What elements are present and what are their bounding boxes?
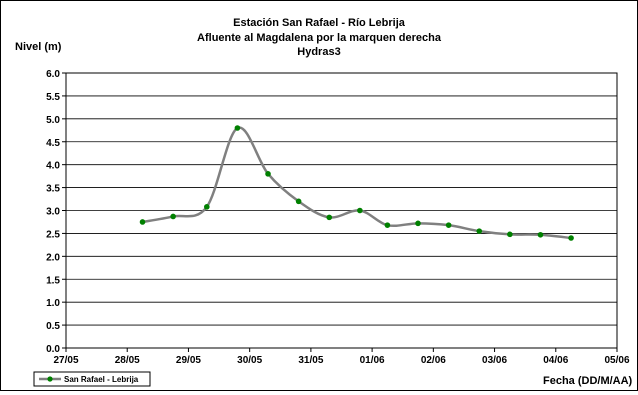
data-point	[537, 231, 544, 238]
x-axis-label: Fecha (DD/M/AA)	[543, 375, 633, 387]
data-point	[139, 219, 146, 225]
data-point	[415, 220, 421, 227]
data-points	[139, 125, 574, 241]
x-tick-label: 05/06	[604, 355, 629, 366]
y-tick-label: 0.5	[46, 321, 60, 332]
data-point	[507, 231, 513, 238]
x-axis-ticks: 27/05 28/05 29/05 30/05 31/05 01/06 02/06 03/06…	[53, 348, 630, 366]
chart-subtitle-line-2: Hydras3	[297, 46, 340, 58]
chart-title: Estación San Rafael - Río Lebrija	[233, 17, 406, 29]
x-tick-label: 30/05	[237, 355, 262, 366]
data-point	[357, 207, 363, 214]
x-tick-label: 02/06	[421, 355, 446, 366]
x-tick-label: 28/05	[115, 355, 140, 366]
data-point	[568, 235, 574, 241]
x-tick-label: 03/06	[482, 355, 507, 366]
data-point	[295, 198, 302, 205]
legend-box	[33, 371, 151, 387]
x-tick-label: 27/05	[53, 355, 78, 366]
y-axis-ticks: 0.0 0.5 1.0 1.5 2.0 2.5 3.0 3.5 4.0 4.5 5.0 5.5 6.0	[46, 69, 66, 355]
y-tick-label: 5.5	[46, 92, 60, 103]
data-point	[445, 222, 452, 228]
y-tick-label: 3.0	[46, 207, 60, 218]
y-tick-label: 4.5	[46, 138, 60, 149]
legend-label: San Rafael - Lebrija	[64, 375, 139, 384]
legend: San Rafael - Lebrija	[33, 371, 151, 387]
x-tick-label: 29/05	[176, 355, 201, 366]
data-point	[384, 222, 391, 228]
y-tick-label: 6.0	[46, 69, 60, 80]
data-point	[476, 228, 483, 234]
y-tick-label: 2.0	[46, 252, 60, 263]
y-tick-label: 1.0	[46, 298, 60, 309]
x-tick-label: 01/06	[360, 355, 385, 366]
data-point	[265, 171, 271, 177]
y-tick-label: 4.0	[46, 161, 60, 172]
y-tick-label: 1.5	[46, 275, 60, 286]
data-point	[326, 214, 333, 221]
data-point	[204, 204, 210, 210]
gridlines	[66, 95, 617, 326]
y-tick-label: 0.0	[46, 344, 60, 355]
y-tick-label: 3.5	[46, 184, 60, 195]
legend-marker-swatch	[47, 376, 53, 382]
y-tick-label: 2.5	[46, 229, 60, 240]
x-tick-label: 31/05	[298, 355, 323, 366]
x-tick-label: 04/06	[543, 355, 568, 366]
series-line	[142, 126, 572, 240]
chart-subtitle-line-1: Afluente al Magdalena por la marquen der…	[197, 32, 442, 44]
data-point	[170, 213, 176, 220]
y-tick-label: 5.0	[46, 115, 60, 126]
y-axis-label: Nivel (m)	[15, 41, 62, 53]
data-point	[234, 125, 241, 131]
